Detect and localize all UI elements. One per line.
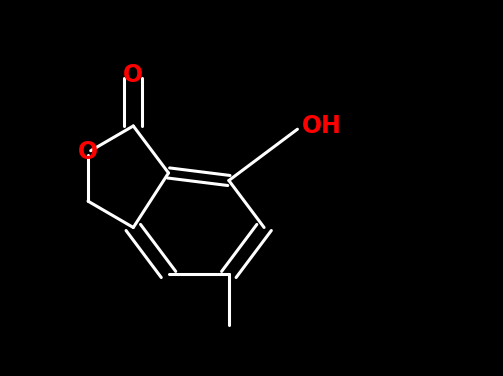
Text: O: O (123, 63, 143, 87)
Text: OH: OH (302, 114, 342, 138)
Text: O: O (78, 140, 98, 164)
